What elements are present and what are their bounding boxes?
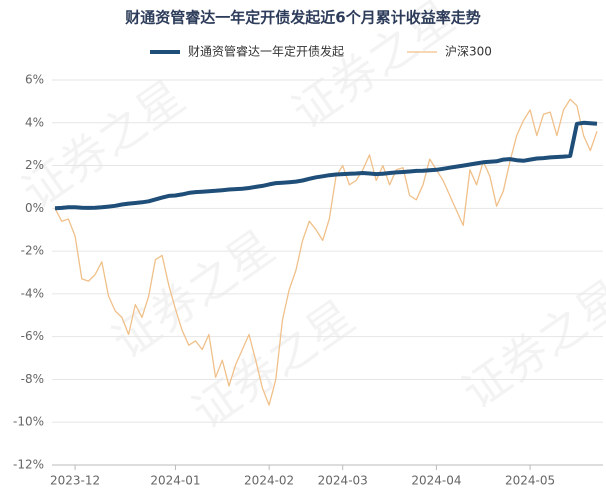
y-tick-label: 4% [25,115,44,129]
x-tick-label: 2024-02 [244,474,294,488]
y-tick-label: -2% [21,244,44,258]
watermark: 证券之星 [453,269,606,419]
chart-title: 财通资管睿达一年定开债发起近6个月累计收益率走势 [125,9,480,27]
y-tick-label: -12% [13,458,44,472]
y-tick-label: -10% [13,415,44,429]
legend-label: 财通资管睿达一年定开债发起 [188,44,344,59]
series-line [54,98,598,406]
y-tick-label: 2% [25,158,44,172]
y-tick-label: 0% [25,201,44,215]
x-tick-label: 2024-04 [411,474,461,488]
y-tick-label: -6% [21,329,44,343]
x-tick-label: 2024-05 [505,474,555,488]
y-tick-label: 6% [25,73,44,87]
x-tick-label: 2024-01 [150,474,200,488]
legend-label: 沪深300 [445,45,492,59]
y-tick-label: -4% [21,286,44,300]
x-tick-label: 2024-03 [318,474,368,488]
y-tick-label: -8% [21,372,44,386]
x-tick-label: 2023-12 [50,474,100,488]
series-line [54,120,598,211]
